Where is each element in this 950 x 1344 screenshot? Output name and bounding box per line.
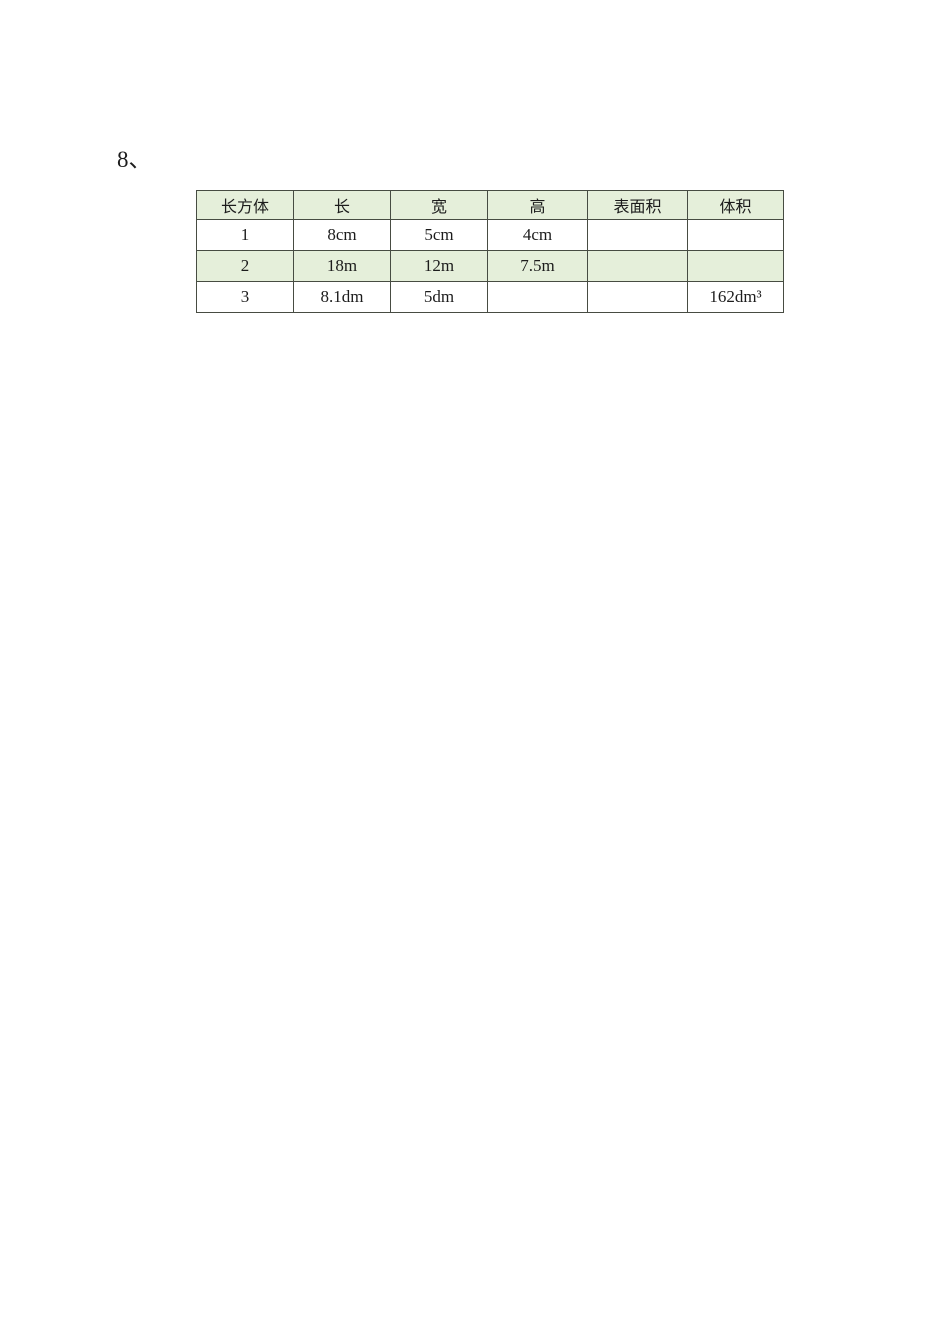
cell-row3-volume: 162dm³ [687, 281, 784, 313]
cuboid-dimensions-table: 长方体 长 宽 高 表面积 体积 1 8cm 5cm 4cm 2 18m 12m [196, 190, 784, 313]
cell-row1-id: 1 [196, 219, 294, 251]
column-header-length: 长 [293, 190, 391, 220]
column-header-volume: 体积 [687, 190, 784, 220]
cell-row1-length: 8cm [293, 219, 391, 251]
header-row: 长方体 长 宽 高 表面积 体积 [196, 190, 784, 220]
cell-row1-surface-area [587, 219, 688, 251]
cell-row1-height: 4cm [487, 219, 588, 251]
question-number: 8、 [117, 147, 152, 172]
cell-row2-width: 12m [390, 250, 488, 282]
cell-row3-width: 5dm [390, 281, 488, 313]
cell-row2-surface-area [587, 250, 688, 282]
cell-row2-height: 7.5m [487, 250, 588, 282]
cell-row3-surface-area [587, 281, 688, 313]
column-header-cuboid: 长方体 [196, 190, 294, 220]
cell-row3-length: 8.1dm [293, 281, 391, 313]
cell-row2-length: 18m [293, 250, 391, 282]
cell-row3-id: 3 [196, 281, 294, 313]
column-header-height: 高 [487, 190, 588, 220]
cell-row1-width: 5cm [390, 219, 488, 251]
table-row-3: 3 8.1dm 5dm 162dm³ [196, 281, 784, 313]
cell-row2-id: 2 [196, 250, 294, 282]
column-header-surface-area: 表面积 [587, 190, 688, 220]
cell-row2-volume [687, 250, 784, 282]
column-header-width: 宽 [390, 190, 488, 220]
table-row-2: 2 18m 12m 7.5m [196, 250, 784, 282]
cell-row3-height [487, 281, 588, 313]
cell-row1-volume [687, 219, 784, 251]
table-row-1: 1 8cm 5cm 4cm [196, 219, 784, 251]
